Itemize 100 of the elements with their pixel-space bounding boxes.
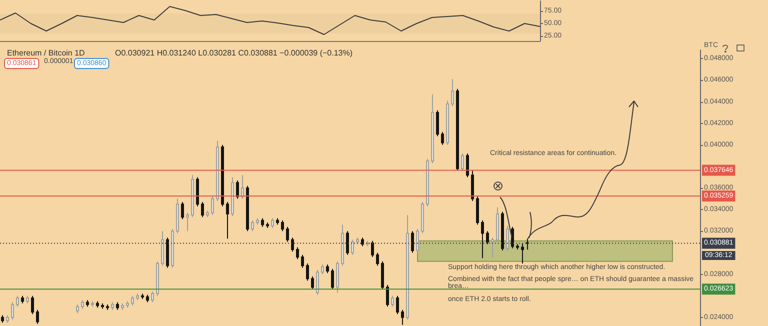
candlestick <box>506 225 509 252</box>
candlestick <box>161 230 164 266</box>
candlestick <box>291 237 294 252</box>
candlestick <box>301 254 304 268</box>
candlestick <box>76 304 79 314</box>
candlestick <box>496 206 499 242</box>
candlestick <box>111 302 114 310</box>
candlestick <box>221 144 224 207</box>
chart-title: Ethereum / Bitcoin 1D <box>7 48 86 58</box>
candlestick <box>461 153 464 172</box>
candlestick <box>256 218 259 226</box>
candlestick <box>276 218 279 226</box>
candlestick <box>311 276 314 290</box>
candlestick <box>216 140 219 202</box>
candlestick <box>351 239 354 256</box>
candlestick <box>106 304 109 310</box>
candlestick <box>21 295 24 304</box>
candlestick <box>146 294 149 303</box>
candlestick <box>166 237 169 268</box>
candlestick <box>136 293 139 301</box>
candlestick <box>16 295 19 308</box>
candlestick <box>446 100 449 146</box>
candlestick <box>101 302 104 310</box>
candlestick <box>521 242 524 264</box>
candlestick <box>396 295 399 315</box>
candlestick <box>181 202 184 220</box>
candlestick <box>451 78 454 107</box>
candlestick <box>426 158 429 207</box>
candlestick <box>341 224 344 266</box>
candlestick <box>371 240 374 258</box>
candlestick <box>116 302 119 310</box>
candlestick <box>421 202 424 234</box>
candlestick <box>321 264 324 275</box>
candlestick <box>366 240 369 247</box>
candlestick <box>266 222 269 228</box>
candlestick <box>121 302 124 310</box>
candlestick <box>211 196 214 216</box>
candlestick <box>261 218 264 228</box>
candlestick <box>511 226 514 249</box>
candlestick <box>281 220 284 232</box>
line-series <box>0 6 540 35</box>
candlestick <box>336 260 339 294</box>
candlestick <box>141 293 144 300</box>
candlestick <box>96 300 99 308</box>
candlestick <box>231 176 234 217</box>
candlestick <box>431 94 434 164</box>
candlestick <box>171 228 174 268</box>
candlestick <box>466 153 469 178</box>
candlestick <box>1 314 4 324</box>
candlestick <box>481 220 484 259</box>
candlestick <box>86 300 89 308</box>
candlestick <box>226 202 229 240</box>
candlestick <box>331 268 334 290</box>
candlestick <box>491 237 494 259</box>
candlestick <box>411 230 414 254</box>
candlestick <box>11 302 14 320</box>
candlestick <box>241 174 244 200</box>
candlestick <box>156 260 159 296</box>
candlestick <box>346 230 349 256</box>
candlestick <box>91 300 94 308</box>
candlestick <box>206 210 209 218</box>
candlestick <box>176 198 179 234</box>
candlestick <box>406 214 409 320</box>
candlestick <box>31 295 34 315</box>
candlestick <box>131 295 134 306</box>
candlestick <box>416 228 419 254</box>
candlestick <box>286 226 289 242</box>
candlestick <box>436 110 439 137</box>
candlestick <box>151 291 154 303</box>
candlestick <box>271 218 274 228</box>
candlestick <box>251 220 254 232</box>
candlestick <box>456 88 459 172</box>
candlestick <box>316 269 319 296</box>
candlestick <box>6 314 9 324</box>
candlestick <box>186 212 189 232</box>
candlestick <box>381 260 384 290</box>
candlestick <box>476 196 479 226</box>
candlestick <box>26 295 29 304</box>
candlestick <box>36 309 39 324</box>
candlestick <box>296 246 299 260</box>
candlestick <box>356 237 359 245</box>
candlestick <box>126 300 129 308</box>
candlestick <box>391 295 394 308</box>
candlestick <box>236 180 239 200</box>
candlestick <box>326 264 329 274</box>
candlestick <box>191 174 194 218</box>
candlestick <box>401 309 404 326</box>
candlestick <box>486 230 489 245</box>
candlestick <box>516 244 519 250</box>
chart-subtitle: O0.030921 H0.031240 L0.030281 C0.030881 −0.000039 (−0.13%) <box>115 48 353 58</box>
candlestick <box>441 131 444 146</box>
candlestick <box>246 185 249 232</box>
candlestick <box>526 238 529 250</box>
candlestick <box>361 237 364 247</box>
candlestick <box>386 284 389 308</box>
candlestick <box>196 176 199 207</box>
candlestick <box>201 202 204 218</box>
candlestick <box>471 170 474 202</box>
candlestick <box>81 300 84 310</box>
candlestick <box>376 252 379 266</box>
